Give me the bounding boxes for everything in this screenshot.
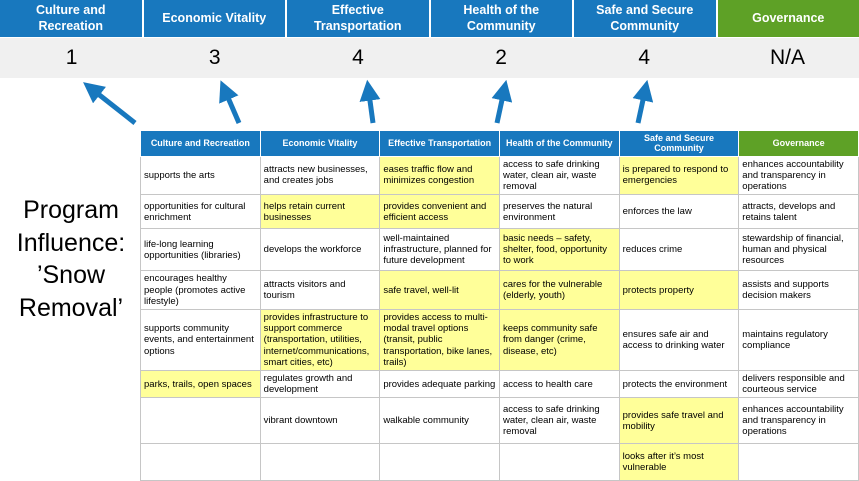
matrix-cell: assists and supports decision makers bbox=[739, 271, 859, 310]
matrix-cell bbox=[141, 398, 261, 444]
arrow-icon bbox=[368, 86, 373, 123]
summary-score: N/A bbox=[716, 38, 859, 78]
matrix-cell: protects the environment bbox=[619, 370, 739, 397]
matrix-cell: parks, trails, open spaces bbox=[141, 370, 261, 397]
matrix-cell: access to health care bbox=[499, 370, 619, 397]
summary-score: 1 bbox=[0, 38, 143, 78]
matrix-cell: attracts new businesses, and creates job… bbox=[260, 156, 380, 195]
summary-score: 3 bbox=[143, 38, 286, 78]
matrix-cell: delivers responsible and courteous servi… bbox=[739, 370, 859, 397]
matrix-row: life-long learning opportunities (librar… bbox=[141, 229, 859, 271]
matrix-cell: reduces crime bbox=[619, 229, 739, 271]
matrix-cell: attracts visitors and tourism bbox=[260, 271, 380, 310]
matrix-cell: looks after it’s most vulnerable bbox=[619, 444, 739, 481]
matrix-cell: regulates growth and development bbox=[260, 370, 380, 397]
arrow-icon bbox=[497, 86, 505, 123]
matrix-cell: provides convenient and efficient access bbox=[380, 195, 500, 229]
matrix-cell: enhances accountability and transparency… bbox=[739, 398, 859, 444]
matrix-cell: well-maintained infrastructure, planned … bbox=[380, 229, 500, 271]
summary-header-effective-transportation: Effective Transportation bbox=[287, 0, 431, 37]
matrix-cell bbox=[141, 444, 261, 481]
matrix-cell: eases traffic flow and minimizes congest… bbox=[380, 156, 500, 195]
arrow-icon bbox=[638, 86, 646, 123]
matrix-cell: provides infrastructure to support comme… bbox=[260, 309, 380, 370]
matrix-cell: cares for the vulnerable (elderly, youth… bbox=[499, 271, 619, 310]
matrix-header: Effective Transportation bbox=[380, 131, 500, 157]
matrix-cell: access to safe drinking water, clean air… bbox=[499, 156, 619, 195]
matrix-cell: walkable community bbox=[380, 398, 500, 444]
matrix-cell bbox=[739, 444, 859, 481]
matrix-cell: supports the arts bbox=[141, 156, 261, 195]
matrix-cell bbox=[260, 444, 380, 481]
matrix-cell: opportunities for cultural enrichment bbox=[141, 195, 261, 229]
matrix-cell: develops the workforce bbox=[260, 229, 380, 271]
matrix-cell: supports community events, and entertain… bbox=[141, 309, 261, 370]
summary-header-safe-and-secure-community: Safe and Secure Community bbox=[574, 0, 718, 37]
matrix-cell: is prepared to respond to emergencies bbox=[619, 156, 739, 195]
summary-score: 2 bbox=[430, 38, 573, 78]
arrow-icon bbox=[88, 86, 135, 123]
matrix-header: Economic Vitality bbox=[260, 131, 380, 157]
matrix-cell: stewardship of financial, human and phys… bbox=[739, 229, 859, 271]
matrix-header: Culture and Recreation bbox=[141, 131, 261, 157]
summary-header-governance: Governance bbox=[718, 0, 859, 37]
matrix-cell bbox=[380, 444, 500, 481]
matrix-row: supports community events, and entertain… bbox=[141, 309, 859, 370]
matrix-cell: access to safe drinking water, clean air… bbox=[499, 398, 619, 444]
matrix-row: looks after it’s most vulnerable bbox=[141, 444, 859, 481]
summary-header-culture-and-recreation: Culture and Recreation bbox=[0, 0, 144, 37]
matrix-cell: enforces the law bbox=[619, 195, 739, 229]
arrow-icon bbox=[223, 86, 239, 123]
matrix-cell: keeps community safe from danger (crime,… bbox=[499, 309, 619, 370]
matrix-cell: maintains regulatory compliance bbox=[739, 309, 859, 370]
matrix-header: Health of the Community bbox=[499, 131, 619, 157]
matrix-cell: ensures safe air and access to drinking … bbox=[619, 309, 739, 370]
matrix-cell: protects property bbox=[619, 271, 739, 310]
matrix-row: encourages healthy people (promotes acti… bbox=[141, 271, 859, 310]
matrix-cell: preserves the natural environment bbox=[499, 195, 619, 229]
matrix-cell: safe travel, well-lit bbox=[380, 271, 500, 310]
matrix-header: Safe and Secure Community bbox=[619, 131, 739, 157]
summary-header-economic-vitality: Economic Vitality bbox=[144, 0, 288, 37]
matrix-cell: provides access to multi-modal travel op… bbox=[380, 309, 500, 370]
program-title: Program Influence: ’Snow Removal’ bbox=[0, 194, 142, 324]
matrix-cell: enhances accountability and transparency… bbox=[739, 156, 859, 195]
matrix-cell: basic needs – safety, shelter, food, opp… bbox=[499, 229, 619, 271]
matrix-cell: provides safe travel and mobility bbox=[619, 398, 739, 444]
matrix-cell bbox=[499, 444, 619, 481]
matrix-cell: life-long learning opportunities (librar… bbox=[141, 229, 261, 271]
matrix-header: Governance bbox=[739, 131, 859, 157]
matrix-cell: attracts, develops and retains talent bbox=[739, 195, 859, 229]
summary-score: 4 bbox=[573, 38, 716, 78]
summary-score: 4 bbox=[286, 38, 429, 78]
influence-arrows bbox=[0, 77, 859, 132]
summary-header-health-of-the-community: Health of the Community bbox=[431, 0, 575, 37]
matrix-cell: encourages healthy people (promotes acti… bbox=[141, 271, 261, 310]
matrix-cell: vibrant downtown bbox=[260, 398, 380, 444]
matrix-cell: provides adequate parking bbox=[380, 370, 500, 397]
matrix-cell: helps retain current businesses bbox=[260, 195, 380, 229]
